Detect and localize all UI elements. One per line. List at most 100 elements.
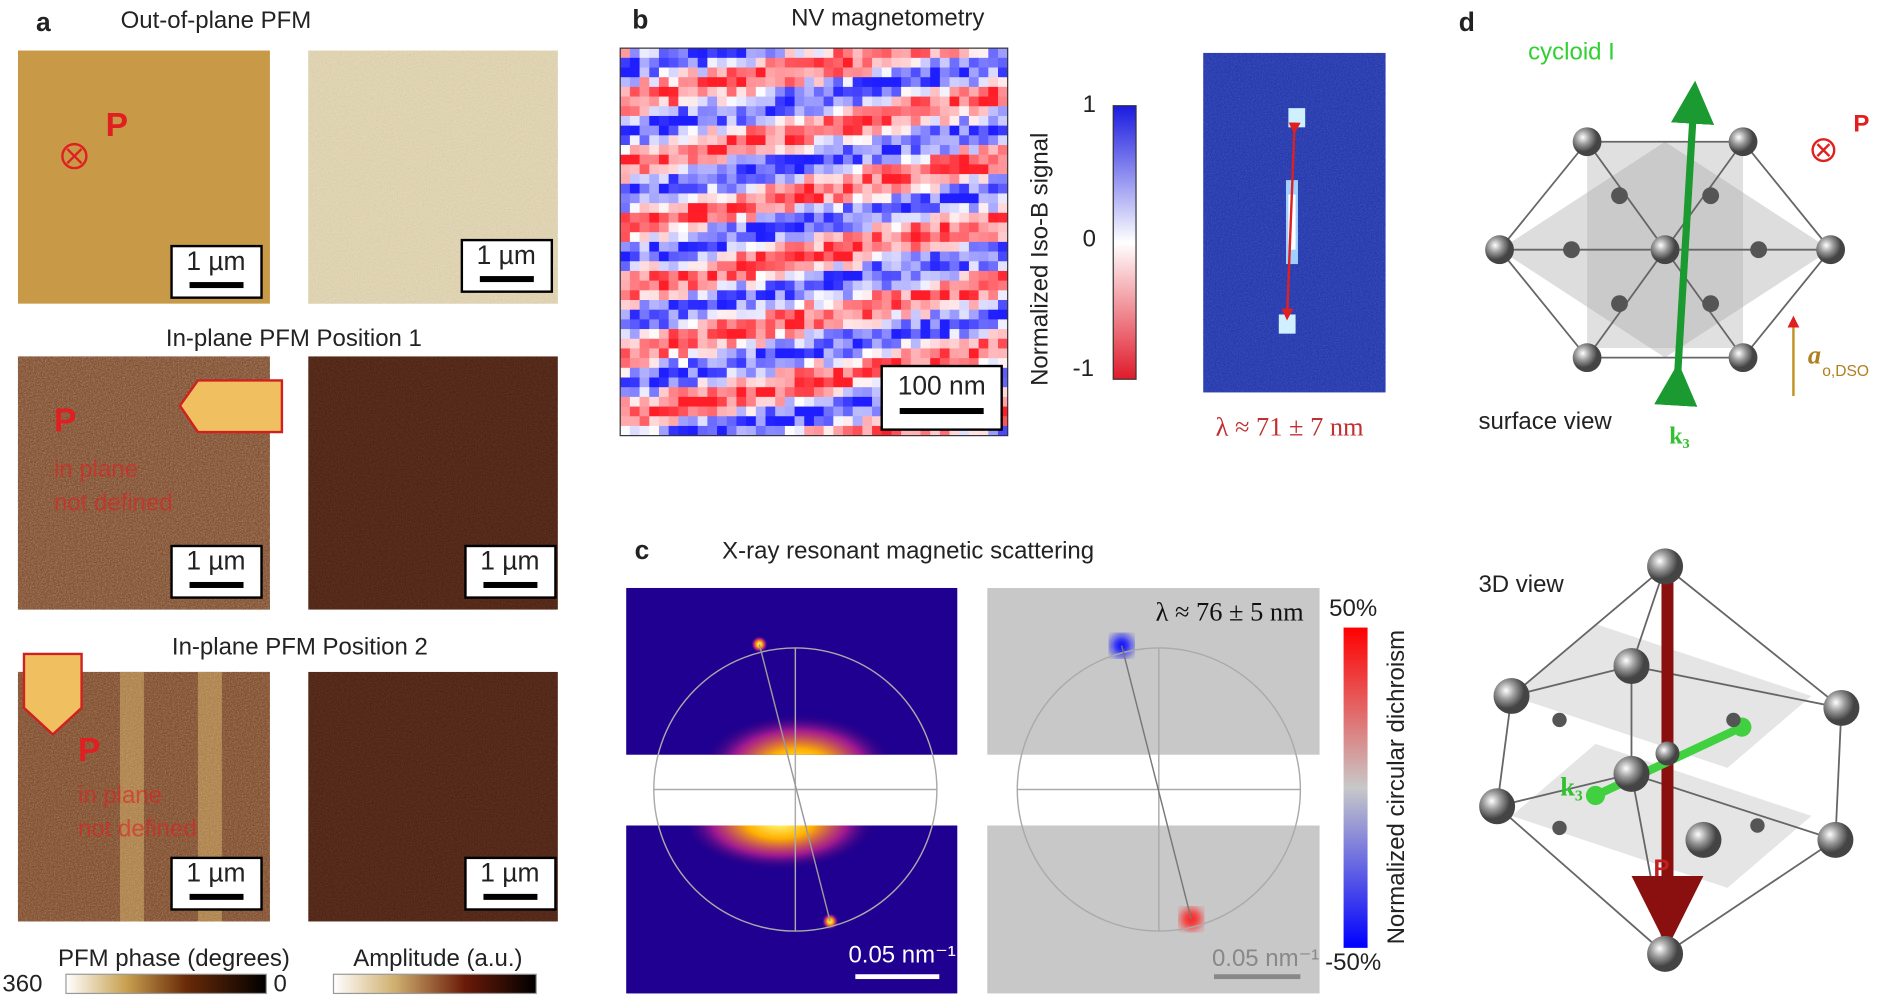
pixel	[959, 232, 970, 243]
pixel	[726, 251, 737, 262]
pixel	[620, 387, 631, 398]
scale-label: 0.05 nm⁻¹	[1212, 945, 1319, 972]
pixel	[775, 164, 786, 175]
pixel	[765, 77, 776, 88]
pixel	[649, 280, 660, 291]
pixel	[920, 77, 931, 88]
pixel	[707, 57, 718, 68]
pixel	[678, 96, 689, 107]
pixel	[794, 329, 805, 340]
pixel	[658, 270, 669, 281]
pixel	[833, 309, 844, 320]
pixel	[891, 241, 902, 252]
pixel	[891, 338, 902, 349]
pixel	[775, 396, 786, 407]
pixel	[930, 48, 941, 59]
pixel	[823, 300, 834, 311]
pixel	[804, 290, 815, 301]
pixel	[852, 261, 863, 272]
pixel	[949, 203, 960, 214]
pixel	[697, 358, 708, 369]
pixel	[717, 251, 728, 262]
pixel	[813, 290, 824, 301]
pixel	[775, 241, 786, 252]
pixel	[707, 106, 718, 117]
pixel	[688, 358, 699, 369]
atom	[1647, 935, 1684, 972]
pixel	[997, 338, 1009, 349]
pixel	[843, 348, 854, 359]
pixel	[813, 280, 824, 291]
pixel	[620, 115, 631, 127]
pixel	[881, 241, 892, 252]
pixel	[658, 106, 669, 117]
pixel	[862, 329, 873, 340]
pixel	[813, 48, 824, 59]
pixel	[988, 338, 999, 349]
pixel	[910, 203, 921, 214]
pixel	[726, 135, 737, 146]
pixel	[939, 300, 950, 311]
pixel	[988, 348, 999, 359]
pixel	[968, 348, 979, 359]
pixel	[804, 270, 815, 281]
pixel	[736, 183, 747, 194]
pixel	[629, 203, 640, 214]
pixel	[726, 367, 737, 378]
pixel	[736, 387, 747, 398]
pixel	[688, 222, 699, 233]
pixel	[881, 86, 892, 97]
pixel	[755, 387, 766, 398]
pixel	[959, 425, 970, 436]
pixel	[775, 222, 786, 233]
pixel	[804, 183, 815, 194]
tip-icon	[178, 379, 284, 434]
pixel	[678, 329, 689, 340]
pixel	[920, 212, 931, 223]
pixel	[736, 280, 747, 291]
pixel	[968, 425, 979, 436]
pixel	[862, 270, 873, 281]
pixel	[688, 387, 699, 398]
pixel	[726, 164, 737, 175]
pixel	[833, 425, 844, 436]
pixel	[775, 77, 786, 88]
pixel	[978, 135, 989, 146]
pixel	[620, 86, 631, 97]
pixel	[833, 67, 844, 78]
pixel	[717, 425, 728, 436]
pixel	[978, 115, 989, 127]
pixel	[697, 300, 708, 311]
pixel	[968, 86, 979, 97]
pixel	[997, 145, 1009, 156]
pixel	[881, 232, 892, 243]
pixel	[688, 329, 699, 340]
pixel	[881, 77, 892, 88]
scale-box	[170, 856, 263, 911]
pixel	[968, 115, 979, 127]
pixel	[823, 387, 834, 398]
pixel	[901, 425, 912, 436]
pixel	[862, 348, 873, 359]
pixel	[843, 338, 854, 349]
pixel	[959, 309, 970, 320]
pixel	[833, 77, 844, 88]
pixel	[736, 48, 747, 59]
pixel	[997, 290, 1009, 301]
pixel	[755, 183, 766, 194]
pixel	[765, 164, 776, 175]
pixel	[852, 425, 863, 436]
pixel	[949, 270, 960, 281]
pixel	[997, 48, 1009, 59]
pixel	[755, 396, 766, 407]
pixel	[668, 348, 679, 359]
pixel	[891, 329, 902, 340]
pixel	[765, 193, 776, 204]
pixel	[746, 145, 757, 156]
pixel	[658, 387, 669, 398]
pixel	[949, 174, 960, 185]
pixel	[746, 193, 757, 204]
pixel	[717, 270, 728, 281]
pixel	[765, 183, 776, 194]
pixel	[784, 232, 795, 243]
